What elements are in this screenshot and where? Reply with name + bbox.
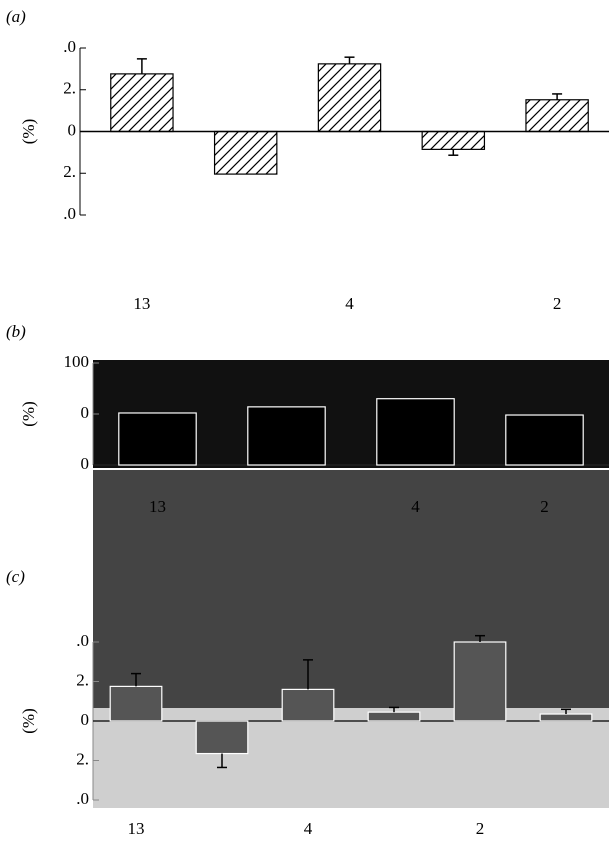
bar [421, 130, 486, 150]
y-tick-label: 2. [76, 749, 89, 768]
y-tick-label: .0 [63, 204, 76, 223]
y-tick-label: 0 [81, 454, 90, 473]
bar [505, 414, 584, 466]
x-tick-label: 13 [149, 497, 166, 516]
y-tick-label: 100 [64, 352, 90, 371]
bar [317, 63, 382, 133]
panel-label: (b) [6, 322, 26, 341]
bar [453, 641, 507, 722]
bar [281, 688, 335, 722]
dark-region [93, 470, 609, 708]
panel-label: (a) [6, 7, 26, 26]
y-axis-label: (%) [19, 708, 38, 733]
y-axis-label: (%) [19, 119, 38, 144]
x-tick-label: 2 [553, 294, 562, 313]
bar [376, 398, 455, 466]
y-tick-label: 2. [76, 670, 89, 689]
x-tick-label: 4 [304, 819, 313, 838]
bar [195, 720, 249, 755]
bar [118, 412, 197, 466]
x-tick-label: 2 [476, 819, 485, 838]
x-tick-label: 13 [133, 294, 150, 313]
y-axis-label: (%) [19, 401, 38, 426]
y-tick-label: 0 [81, 403, 90, 422]
y-tick-label: 2. [63, 162, 76, 181]
bar [110, 73, 174, 133]
y-tick-label: .0 [76, 631, 89, 650]
y-tick-label: 0 [81, 710, 90, 729]
x-tick-label: 4 [345, 294, 354, 313]
bar [109, 685, 163, 722]
x-tick-label: 13 [128, 819, 145, 838]
y-tick-label: 2. [63, 79, 76, 98]
x-tick-label: 2 [540, 497, 549, 516]
bar [213, 130, 278, 175]
light-region [93, 708, 609, 808]
bar [525, 99, 589, 133]
bar [539, 713, 593, 722]
x-tick-label: 4 [411, 497, 420, 516]
y-tick-label: .0 [63, 37, 76, 56]
y-tick-label: 0 [68, 120, 77, 139]
panel-label: (c) [6, 567, 25, 586]
y-tick-label: .0 [76, 789, 89, 808]
bar [247, 406, 326, 466]
bar [367, 711, 421, 722]
